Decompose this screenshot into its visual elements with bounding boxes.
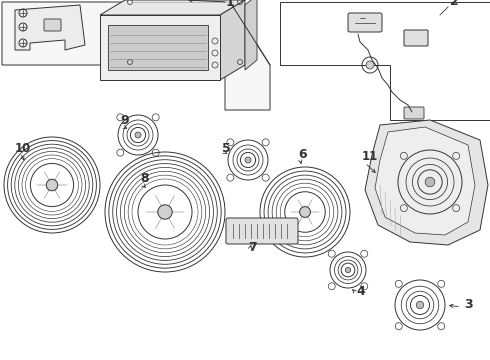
FancyBboxPatch shape [108, 25, 208, 70]
Circle shape [158, 205, 172, 219]
Text: 7: 7 [248, 241, 257, 254]
Text: 11: 11 [362, 150, 378, 163]
Text: 5: 5 [222, 142, 231, 155]
FancyBboxPatch shape [348, 13, 382, 32]
Polygon shape [100, 15, 220, 80]
Text: 10: 10 [15, 142, 31, 155]
Circle shape [46, 179, 58, 191]
Circle shape [425, 177, 435, 187]
Text: 6: 6 [298, 148, 307, 161]
Polygon shape [375, 127, 475, 235]
Polygon shape [365, 120, 488, 245]
Text: 4: 4 [356, 285, 365, 298]
FancyBboxPatch shape [404, 107, 424, 119]
Circle shape [416, 301, 424, 309]
Polygon shape [245, 0, 257, 70]
Polygon shape [100, 0, 245, 15]
FancyBboxPatch shape [404, 30, 428, 46]
Polygon shape [220, 0, 245, 80]
Circle shape [366, 61, 374, 69]
Text: 3: 3 [464, 298, 473, 311]
Text: 1: 1 [225, 0, 234, 9]
Polygon shape [15, 5, 85, 50]
Circle shape [299, 207, 310, 217]
Text: 9: 9 [120, 114, 129, 127]
Circle shape [135, 132, 141, 138]
Text: 2: 2 [450, 0, 459, 8]
Circle shape [245, 157, 251, 163]
Polygon shape [2, 2, 270, 110]
FancyBboxPatch shape [44, 19, 61, 31]
FancyBboxPatch shape [226, 218, 298, 244]
Circle shape [345, 267, 351, 273]
Text: 8: 8 [140, 172, 148, 185]
